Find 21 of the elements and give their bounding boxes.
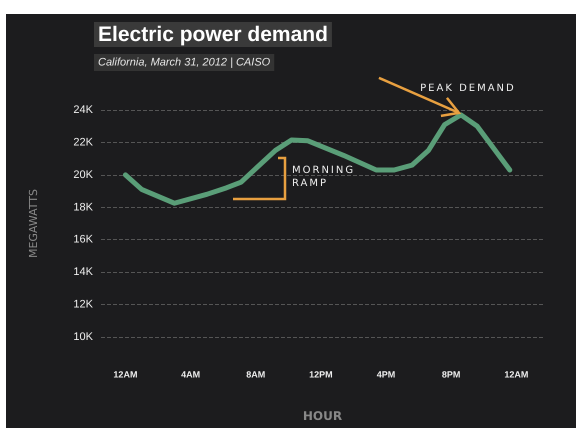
y-tick-label: 12K [73,298,94,311]
y-tick-label: 22K [73,136,94,148]
x-tick-label: 12AM [113,370,138,380]
x-tick-label: 12AM [504,370,528,380]
annotation: PEAK DEMAND [420,82,516,94]
y-tick-label: 14K [73,266,94,278]
y-tick-label: 10K [73,331,94,343]
x-tick-label: 12PM [309,370,333,380]
y-tick-label: 18K [73,201,94,214]
x-tick-label: 4AM [181,370,200,380]
y-tick-label: 16K [73,234,94,246]
x-axis-title: HOUR [302,409,342,423]
chart-subtitle: California, March 31, 2012 | CAISO [98,56,271,68]
y-tick-label: 24K [73,104,94,116]
y-tick-label: 20K [73,168,94,181]
annotation: MORNING RAMP [292,165,356,189]
y-axis-title: MEGAWATTS [27,188,40,258]
x-tick-label: 8PM [442,370,460,380]
x-tick-label: 8AM [246,370,266,380]
chart-title: Electric power demand [98,23,328,46]
x-tick-label: 4PM [376,370,396,380]
